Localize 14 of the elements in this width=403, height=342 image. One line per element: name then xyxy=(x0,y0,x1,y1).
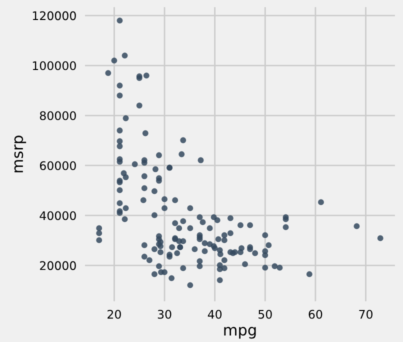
x-tick-label: 60 xyxy=(308,310,322,319)
y-axis-title: msrp xyxy=(14,136,26,172)
y-tick-label: 40000 xyxy=(40,211,76,220)
y-tick-label: 100000 xyxy=(32,61,76,70)
x-tick-label: 70 xyxy=(359,310,372,319)
x-tick-label: 50 xyxy=(258,310,272,319)
y-tick-label: 20000 xyxy=(40,261,76,270)
x-tick-label: 20 xyxy=(108,310,121,319)
x-tick-label: 40 xyxy=(208,310,222,319)
x-axis-title: mpg xyxy=(224,326,256,339)
y-tick-label: 80000 xyxy=(40,111,76,120)
y-tick-label: 120000 xyxy=(32,11,76,20)
y-tick-label: 60000 xyxy=(40,161,76,170)
x-tick-label: 30 xyxy=(158,310,172,319)
